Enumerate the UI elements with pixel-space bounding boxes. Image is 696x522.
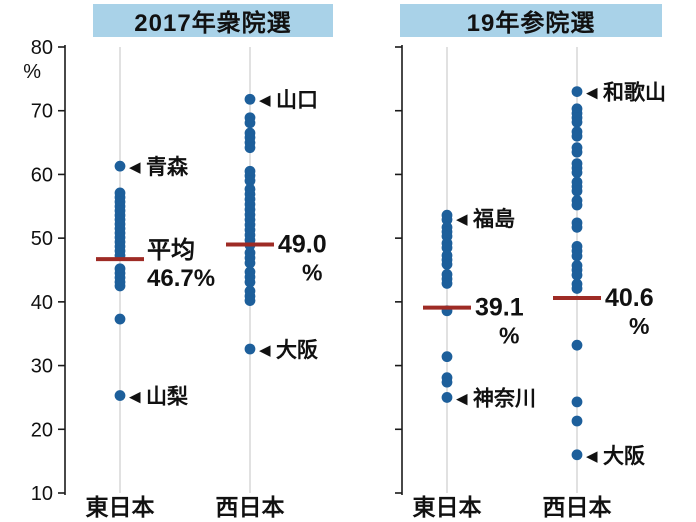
data-dot [244,343,256,355]
data-dot [114,160,126,172]
mean-label-value: 49.0 [278,231,327,259]
data-dot [571,396,583,408]
annotation-arrow-icon: ◀ [456,390,468,407]
annotation-arrow-icon: ◀ [456,211,468,228]
annotation-label: 大阪 [603,445,646,468]
annotation-label: 大阪 [276,339,319,362]
y-tick-label: 70 [31,101,53,123]
data-dot [441,258,453,270]
data-dot [571,185,583,197]
y-tick-label: 40 [31,292,53,314]
data-dot [571,221,583,233]
y-tick-label: 80 [31,37,53,59]
data-dot [441,392,453,403]
data-dot [244,93,256,105]
data-dot [571,283,583,294]
category-label: 東日本 [413,494,482,520]
data-dot [244,142,256,154]
data-dot [441,214,453,226]
category-label: 西日本 [216,494,285,520]
y-tick-label: 10 [31,483,53,505]
data-dot [244,175,256,187]
y-tick-label: 50 [31,228,53,250]
data-dot [571,449,583,461]
data-dot [571,116,583,128]
annotation-arrow-icon: ◀ [129,159,141,176]
data-dot [244,295,256,306]
mean-label-line1: 平均 [147,236,195,264]
mean-label-percent: % [629,313,649,339]
annotation-label: 神奈川 [473,386,536,410]
mean-label-line2: 46.7% [147,265,215,292]
mean-label-percent: % [302,260,322,286]
y-tick-label: 30 [31,356,53,378]
data-dot [114,313,126,325]
data-dot [571,269,583,281]
data-dot [571,86,583,97]
mean-label-percent: % [499,323,519,349]
data-dot [244,276,256,288]
category-label: 東日本 [86,494,155,520]
data-dot [571,250,583,262]
mean-label-value: 39.1 [475,294,524,322]
panel-title-2017-shuinsen: 2017年衆院選 [93,4,333,37]
y-tick-label: 60 [31,164,53,186]
data-dot [114,280,126,292]
data-dot [244,257,256,269]
annotation-label: 福島 [472,207,515,231]
annotation-arrow-icon: ◀ [259,342,271,359]
annotation-label: 山口 [276,89,318,112]
data-dot [571,146,583,158]
annotation-label: 和歌山 [603,81,666,105]
mean-label-value: 40.6 [605,284,654,312]
data-dot [571,130,583,142]
data-dot [244,117,256,129]
data-dot [571,339,583,351]
data-dot [571,167,583,178]
annotation-label: 山梨 [146,386,188,409]
y-tick-label: 20 [31,419,53,441]
data-dot [441,277,453,289]
y-axis-unit-label: % [23,61,41,83]
annotation-arrow-icon: ◀ [259,92,271,109]
data-dot [571,199,583,211]
annotation-label: 青森 [146,156,189,179]
data-dot [441,242,453,254]
data-dot [114,390,126,401]
category-label: 西日本 [543,494,612,520]
data-dot [441,376,453,388]
annotation-arrow-icon: ◀ [586,448,598,465]
annotation-arrow-icon: ◀ [129,389,141,406]
data-dot [571,415,583,427]
annotation-arrow-icon: ◀ [586,85,598,102]
panel-title-2019-sanginsen: 19年参院選 [400,4,662,37]
data-dot [441,351,453,363]
